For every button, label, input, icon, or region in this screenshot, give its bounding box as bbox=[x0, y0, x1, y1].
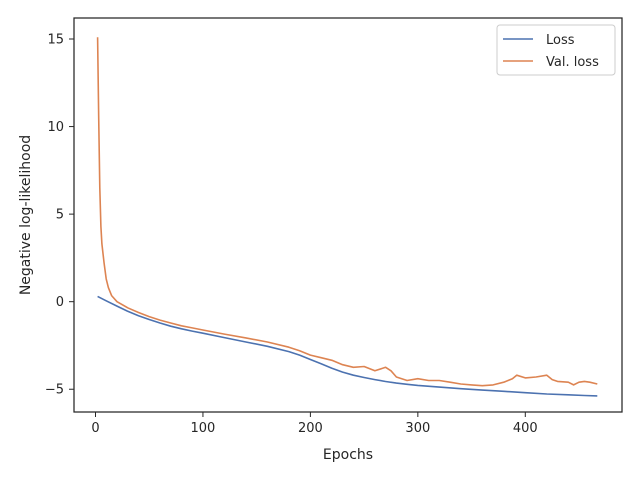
y-axis-label: Negative log-likelihood bbox=[18, 135, 34, 295]
y-tick-label: −5 bbox=[45, 383, 64, 398]
legend-box bbox=[496, 24, 616, 76]
series-line-loss bbox=[97, 295, 598, 397]
plot-area bbox=[96, 37, 598, 397]
y-tick-label: 5 bbox=[56, 208, 64, 223]
x-tick-label: 400 bbox=[513, 421, 538, 436]
legend-label: Val. loss bbox=[546, 55, 599, 70]
y-axis-ticks: −5 0 5 10 15 bbox=[45, 33, 74, 398]
y-tick-label: 15 bbox=[47, 33, 64, 48]
y-tick-label: 10 bbox=[47, 120, 64, 135]
x-axis-ticks: 0 100 200 300 400 bbox=[91, 412, 538, 436]
x-tick-label: 100 bbox=[191, 421, 216, 436]
legend-label: Loss bbox=[546, 33, 575, 48]
x-axis-label: Epochs bbox=[323, 447, 373, 463]
legend: Loss Val. loss bbox=[496, 24, 616, 76]
y-tick-label: 0 bbox=[56, 295, 64, 310]
plot-frame bbox=[73, 17, 623, 413]
x-tick-label: 200 bbox=[298, 421, 323, 436]
x-tick-label: 0 bbox=[91, 421, 99, 436]
series-line-val-loss bbox=[96, 37, 598, 387]
x-tick-label: 300 bbox=[405, 421, 430, 436]
